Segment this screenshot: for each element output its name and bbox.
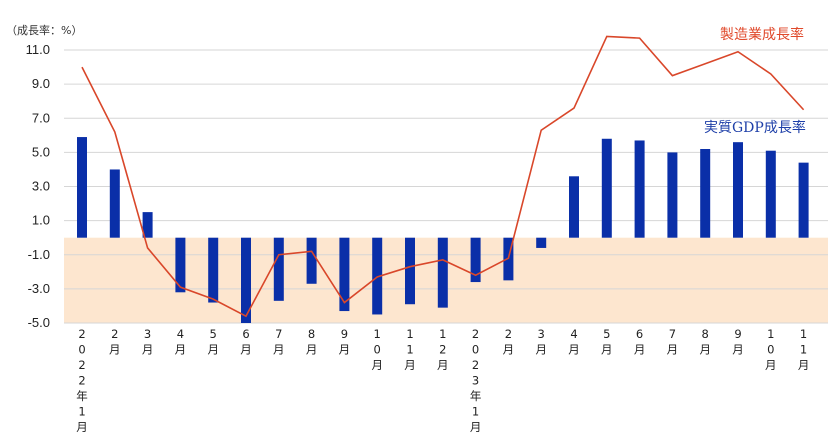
manufacturing-line [81, 35, 805, 318]
gdp-series-label: 実質GDP成長率 [704, 119, 806, 136]
gdp-bar [733, 142, 743, 238]
gdp-bar [470, 237, 481, 283]
gdp-bar [142, 212, 153, 238]
y-tick-label: -3.0 [28, 281, 50, 296]
gdp-bar [700, 149, 711, 238]
gdp-bar [437, 237, 448, 308]
y-tick-label: 3.0 [32, 179, 50, 194]
manufacturing-series-label: 製造業成長率 [720, 26, 804, 43]
gdp-bar [339, 237, 350, 312]
gdp-bar [77, 137, 87, 238]
gdp-bar [536, 237, 547, 248]
y-tick-label: 1.0 [32, 213, 50, 228]
gdp-bar [208, 237, 219, 303]
y-tick-label: 9.0 [32, 76, 50, 91]
y-tick-label: -5.0 [28, 315, 50, 330]
y-tick-label: 7.0 [32, 110, 50, 125]
unit-label: （成長率：%） [6, 24, 83, 37]
gdp-bar [109, 169, 120, 238]
y-tick-label: 5.0 [32, 144, 50, 159]
gdp-bar [569, 176, 579, 238]
gdp-bar [667, 152, 678, 238]
gdp-bar [798, 162, 809, 238]
gdp-bar [634, 140, 645, 238]
gdp-bar [765, 150, 776, 238]
gdp-bar [372, 237, 383, 315]
y-tick-label: 11.0 [26, 42, 50, 57]
y-tick-label: -1.0 [28, 247, 50, 262]
gdp-bar [273, 237, 284, 301]
gdp-bar [601, 138, 612, 238]
gdp-bar [241, 237, 251, 323]
gdp-bar [306, 237, 317, 284]
gdp-bar [405, 237, 415, 305]
gdp-bar [175, 237, 186, 293]
